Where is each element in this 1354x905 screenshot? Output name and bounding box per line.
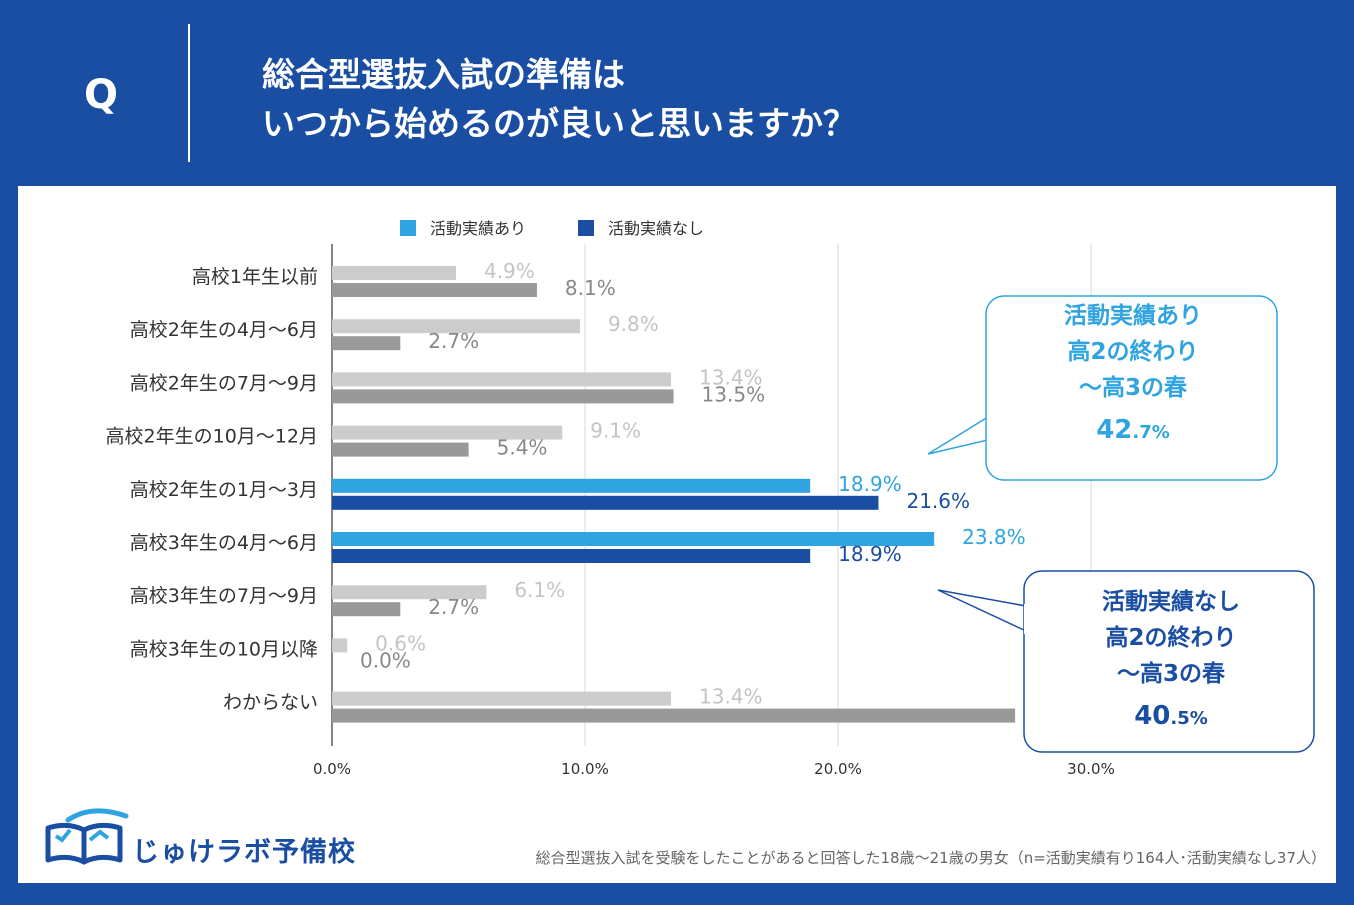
legend-swatch <box>400 220 416 236</box>
logo-book-icon <box>45 808 129 865</box>
q-mark: Q <box>84 72 119 118</box>
data-label: 0.6% <box>375 631 426 655</box>
category-label: 高校3年生の10月以降 <box>130 638 318 660</box>
category-label: 高校2年生の4月～6月 <box>130 319 318 341</box>
callout-with-line2: 高2の終わり <box>1067 339 1199 365</box>
legend-swatch <box>578 220 594 236</box>
bar <box>332 638 348 653</box>
bar <box>332 585 487 600</box>
category-label: 高校2年生の10月～12月 <box>106 426 318 448</box>
bar <box>332 708 1016 723</box>
bar <box>332 478 811 493</box>
data-label: 13.4% <box>699 365 763 389</box>
legend-label: 活動実績あり <box>430 219 526 238</box>
callout-with-line3: ～高3の春 <box>1078 375 1187 401</box>
callout-without-pct: 40.5% <box>1026 698 1316 737</box>
callout-without-pct-int: 40 <box>1134 701 1171 731</box>
bar <box>332 532 935 546</box>
data-label: 0.0% <box>360 648 411 672</box>
bar <box>332 336 401 351</box>
callout-without-box <box>1023 570 1315 753</box>
callout-without-line2: 高2の終わり <box>1105 625 1237 651</box>
x-tick-label: 10.0% <box>561 760 609 778</box>
data-label: 23.8% <box>962 525 1026 549</box>
callout-without-tail <box>937 589 1027 632</box>
bar <box>332 283 537 297</box>
bar <box>332 425 563 440</box>
header: Q 総合型選抜入試の準備は いつから始めるのが良いと思いますか？ <box>0 0 1354 185</box>
bar <box>332 549 811 563</box>
callout-with-pct-int: 42 <box>1096 415 1133 445</box>
callout-without-line3: ～高3の春 <box>1116 661 1225 687</box>
legend-label: 活動実績なし <box>608 219 704 238</box>
bar <box>332 602 401 617</box>
bar <box>332 691 672 706</box>
callout-without-line1: 活動実績なし <box>1102 589 1240 615</box>
bar <box>332 319 580 334</box>
data-label: 5.4% <box>497 436 548 460</box>
data-label: 8.1% <box>565 276 616 300</box>
data-label: 9.1% <box>590 419 641 443</box>
data-label: 9.8% <box>608 312 659 336</box>
callout-without: 活動実績なし 高2の終わり ～高3の春 40.5% <box>1026 584 1316 737</box>
data-label: 13.4% <box>699 685 763 709</box>
bar <box>332 495 879 510</box>
category-label: 高校3年生の4月～6月 <box>130 532 318 554</box>
x-tick-label: 20.0% <box>814 760 862 778</box>
bar <box>332 389 674 404</box>
bar <box>332 372 672 387</box>
footnote: 総合型選抜入試を受験をしたことがあると回答した18歳～21歳の男女（n=活動実績… <box>535 849 1326 867</box>
data-label: 13.5% <box>702 382 766 406</box>
category-label: わからない <box>223 692 318 714</box>
question-title: 総合型選抜入試の準備は いつから始めるのが良いと思いますか？ <box>262 50 856 148</box>
callout-without-pct-dec: .5% <box>1170 708 1208 729</box>
x-tick-label: 30.0% <box>1067 760 1115 778</box>
callout-with-pct-dec: .7% <box>1132 422 1170 443</box>
category-label: 高校2年生の7月～9月 <box>130 372 318 394</box>
category-label: 高校1年生以前 <box>192 266 318 288</box>
data-label: 18.9% <box>838 472 902 496</box>
data-label: 2.7% <box>428 329 479 353</box>
question-title-line1: 総合型選抜入試の準備は <box>262 55 625 94</box>
bar <box>332 266 456 280</box>
data-label: 18.9% <box>838 542 902 566</box>
data-label: 6.1% <box>514 578 565 602</box>
callout-with-line1: 活動実績あり <box>1064 303 1202 329</box>
callout-with: 活動実績あり 高2の終わり ～高3の春 42.7% <box>988 298 1278 451</box>
data-label: 4.9% <box>484 259 535 283</box>
data-label: 21.6% <box>906 489 970 513</box>
chart-panel: 0.0% 10.0% 20.0% 30.0% 活動実績あり 活動実績なし 高校1年生以前 4.… <box>18 186 1336 883</box>
header-divider <box>188 24 190 162</box>
data-label: 2.7% <box>428 595 479 619</box>
callout-tails <box>927 295 1315 753</box>
category-label: 高校2年生の1月～3月 <box>130 479 318 501</box>
category-label: 高校3年生の7月～9月 <box>130 585 318 607</box>
logo-text: じゅけラボ予備校 <box>132 837 356 868</box>
bar <box>332 442 469 457</box>
callout-with-pct: 42.7% <box>988 412 1278 451</box>
question-title-line2: いつから始めるのが良いと思いますか？ <box>262 104 856 143</box>
callout-with-box <box>985 295 1278 481</box>
x-tick-label: 0.0% <box>313 760 351 778</box>
